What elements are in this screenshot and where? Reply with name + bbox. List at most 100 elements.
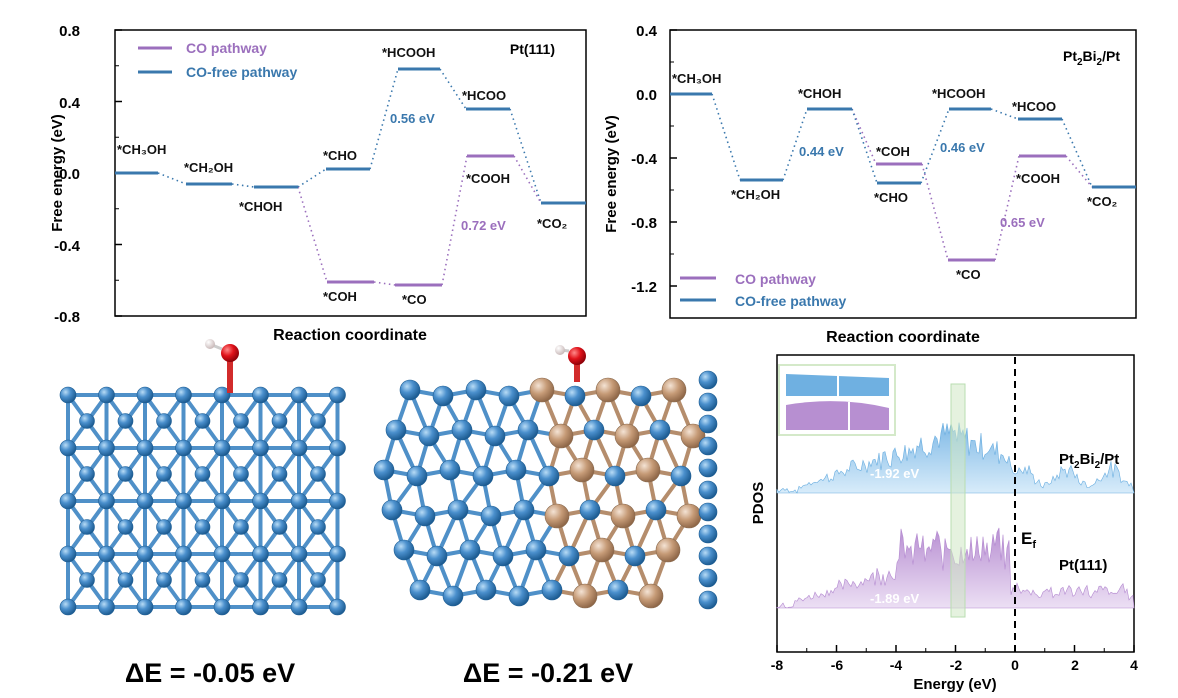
pt-atom bbox=[271, 413, 288, 429]
pt-atom bbox=[538, 465, 560, 487]
pt-atom bbox=[329, 545, 346, 563]
pt-atom bbox=[564, 385, 586, 407]
y-axis-label: Free energy (eV) bbox=[49, 114, 66, 232]
pt-atom bbox=[498, 385, 520, 407]
legend-cofree-pathway: CO-free pathway bbox=[186, 64, 297, 80]
y-axis-label: Free energy (eV) bbox=[603, 115, 620, 233]
pt-atom bbox=[459, 539, 481, 561]
connector bbox=[297, 168, 327, 188]
pt-atom bbox=[698, 590, 718, 610]
pt-atom bbox=[329, 492, 346, 510]
pt-atom bbox=[175, 439, 192, 457]
pt-atom bbox=[271, 466, 288, 482]
pt-atom bbox=[59, 492, 77, 510]
pt-atom bbox=[252, 439, 269, 457]
pt-atom bbox=[451, 419, 473, 441]
pt-atom bbox=[59, 386, 77, 404]
pt-atom bbox=[98, 492, 115, 510]
pt-atom bbox=[409, 579, 431, 601]
pt-atom bbox=[492, 545, 514, 567]
pt-atom bbox=[79, 519, 95, 535]
x-tick-label: 4 bbox=[1130, 657, 1138, 673]
pt-atom bbox=[290, 439, 308, 457]
pt-atom bbox=[513, 499, 535, 521]
legend-co-pathway: CO pathway bbox=[186, 40, 267, 56]
bi-atom bbox=[589, 537, 615, 563]
pt-atom bbox=[698, 568, 718, 588]
connector bbox=[920, 108, 950, 184]
x-axis-label: Energy (eV) bbox=[913, 676, 996, 693]
pt-atom bbox=[645, 499, 667, 521]
species-label: *CHOH bbox=[798, 86, 841, 101]
pt-atom bbox=[447, 499, 469, 521]
pt-atom bbox=[252, 598, 269, 616]
pt-atom bbox=[271, 519, 288, 535]
species-label: *CO bbox=[402, 292, 427, 307]
pt-atom bbox=[698, 370, 718, 390]
pt-atom bbox=[175, 545, 192, 563]
pt-atom bbox=[98, 439, 115, 457]
x-tick-label: -4 bbox=[890, 657, 903, 673]
free-energy-chart-pt111: 0.8 0.4 0.0 -0.4 -0.8 Free energy (eV) R… bbox=[49, 23, 587, 344]
pdos-chart: Pt2Bi2/Pt Pt(111) -1.92 eV -1.89 eV Ef P… bbox=[750, 354, 1138, 693]
pt-atom bbox=[385, 419, 407, 441]
pt-atom bbox=[329, 386, 346, 404]
bi-atom bbox=[638, 583, 664, 609]
pt-atom bbox=[194, 413, 211, 429]
bi-atom bbox=[572, 583, 598, 609]
pt-atom bbox=[698, 524, 718, 544]
species-label: *CH₂OH bbox=[184, 160, 233, 175]
pt-atom bbox=[418, 425, 440, 447]
pt-atom bbox=[136, 386, 154, 404]
x-axis-label: Reaction coordinate bbox=[826, 329, 980, 346]
pt-atom bbox=[698, 546, 718, 566]
hydrogen-atom bbox=[205, 339, 215, 349]
y-axis-label: PDOS bbox=[750, 482, 767, 525]
pt-atom bbox=[484, 425, 506, 447]
pt-atom bbox=[414, 505, 436, 527]
pt-atom bbox=[79, 466, 95, 482]
pt-atom bbox=[698, 458, 718, 478]
pt-atom bbox=[310, 466, 326, 482]
bi-atom bbox=[614, 423, 640, 449]
connector bbox=[1061, 118, 1093, 188]
energy-levels bbox=[115, 67, 586, 287]
connector bbox=[513, 155, 542, 204]
pt-atom bbox=[194, 519, 211, 535]
surface-label: Pt(111) bbox=[510, 41, 555, 57]
legend-co-pathway: CO pathway bbox=[735, 271, 816, 287]
connector bbox=[1065, 155, 1093, 188]
pt-atom bbox=[233, 572, 249, 588]
pt-atom bbox=[98, 386, 115, 404]
species-label: *CHO bbox=[874, 190, 908, 205]
species-label: *COOH bbox=[466, 171, 510, 186]
pt-atom bbox=[233, 519, 249, 535]
dotted-connectors bbox=[711, 93, 1093, 261]
x-tick-label: -2 bbox=[950, 657, 963, 673]
pt-atom bbox=[508, 585, 530, 607]
barrier-label: 0.44 eV bbox=[799, 144, 844, 159]
d-band-center-label: -1.89 eV bbox=[870, 591, 919, 606]
pt-atom bbox=[136, 598, 154, 616]
y-tick-label: -0.8 bbox=[54, 309, 80, 326]
pt-atom bbox=[79, 572, 95, 588]
pt-atom bbox=[525, 539, 547, 561]
species-label: *CO bbox=[956, 267, 981, 282]
connector bbox=[373, 281, 396, 286]
species-label: *COOH bbox=[1016, 171, 1060, 186]
connector bbox=[509, 108, 542, 204]
pt-atom bbox=[465, 379, 487, 401]
species-label: *COH bbox=[876, 144, 910, 159]
y-tick-label: -0.4 bbox=[631, 151, 658, 168]
energy-levels bbox=[670, 92, 1136, 262]
species-label: *CHOH bbox=[239, 199, 282, 214]
y-tick-label: 0.4 bbox=[59, 95, 81, 112]
pt-atom bbox=[406, 465, 428, 487]
pt-atom bbox=[136, 492, 154, 510]
pt-atom bbox=[439, 459, 461, 481]
barrier-label: 0.56 eV bbox=[390, 111, 435, 126]
pt-atom bbox=[271, 572, 288, 588]
pt-atom bbox=[156, 519, 172, 535]
pt-atom bbox=[399, 379, 421, 401]
